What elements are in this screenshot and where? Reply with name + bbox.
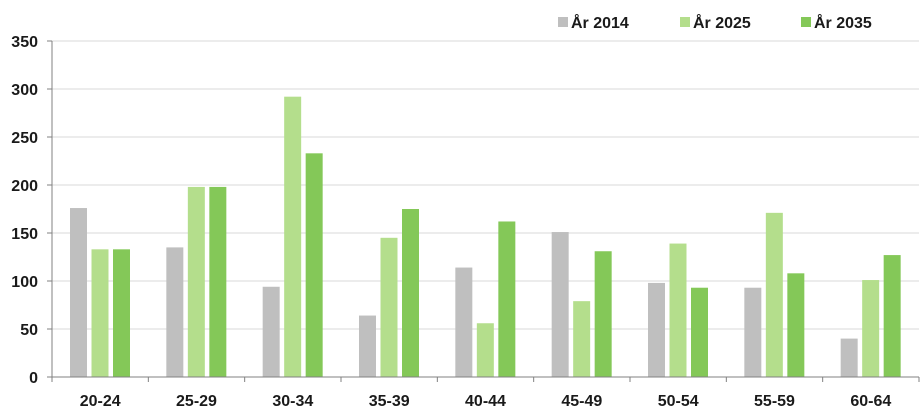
bar-55-59-series-2 [787,273,805,377]
x-tick-label: 35-39 [369,393,410,410]
y-tick-label: 50 [20,322,38,339]
bar-30-34-series-1 [284,96,302,378]
bar-45-49-series-2 [594,251,612,377]
bar-40-44-series-0 [455,267,473,377]
y-tick-label: 0 [29,370,38,387]
y-tick-label: 350 [11,34,38,51]
bar-50-54-series-1 [669,243,687,377]
bar-20-24-series-2 [113,249,130,377]
y-tick-label: 200 [11,178,38,195]
y-tick-labels: 0 50 100 150 200 250 300 350 [11,34,38,387]
bar-25-29-series-0 [166,247,184,377]
legend-swatch [680,17,690,27]
y-tick-label: 250 [11,130,38,147]
x-tick-label: 30-34 [272,393,313,410]
bars [70,96,901,378]
bar-35-39-series-1 [380,237,398,377]
bar-50-54-series-0 [648,282,665,377]
bar-40-44-series-1 [476,323,494,377]
legend-swatch [801,17,811,27]
bar-55-59-series-0 [744,287,762,377]
y-tick-label: 100 [11,274,38,291]
legend-label: År 2025 [693,13,751,32]
x-tick-label: 45-49 [561,393,602,410]
y-tick-label: 300 [11,82,38,99]
x-tick-label: 20-24 [80,393,121,410]
bar-45-49-series-0 [551,232,569,377]
legend: År 2014 År 2025 År 2035 [558,13,872,32]
x-tick-label: 55-59 [754,393,795,410]
legend-swatch [558,17,568,27]
x-tick-label: 60-64 [850,393,891,410]
bar-25-29-series-1 [187,186,205,377]
bar-60-64-series-0 [840,338,858,377]
bar-20-24-series-1 [91,249,109,377]
bar-30-34-series-2 [305,153,323,377]
bar-40-44-series-2 [498,221,516,377]
bar-30-34-series-0 [262,286,280,377]
x-tick-label: 25-29 [176,393,217,410]
bar-25-29-series-2 [209,186,227,377]
bar-35-39-series-0 [359,315,376,377]
bar-60-64-series-2 [883,255,901,377]
bar-50-54-series-2 [691,287,708,377]
x-tick-label: 40-44 [465,393,506,410]
legend-label: År 2014 [571,13,629,32]
x-tick-labels: 20-24 25-29 30-34 35-39 40-44 45-49 50-54 55-59… [80,393,892,410]
bar-60-64-series-1 [862,280,880,377]
bar-20-24-series-0 [70,208,87,377]
x-tick-label: 50-54 [658,393,699,410]
legend-label: År 2035 [814,13,872,32]
bar-55-59-series-1 [765,212,783,377]
axes [47,40,920,382]
bar-45-49-series-1 [573,301,591,377]
y-tick-label: 150 [11,226,38,243]
bar-35-39-series-2 [402,209,419,377]
